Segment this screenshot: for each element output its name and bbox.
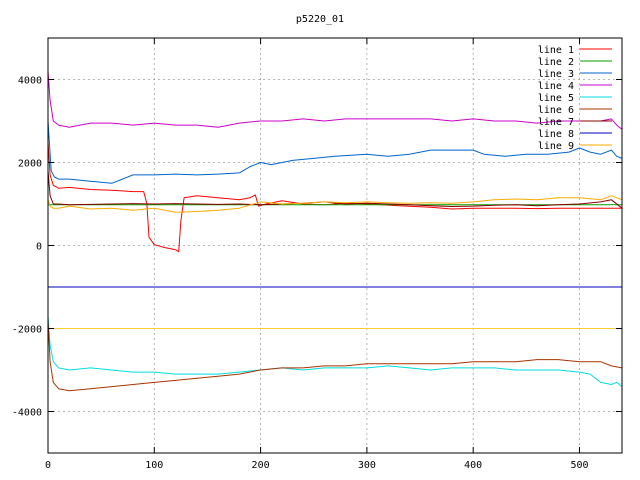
series-line-5 xyxy=(47,315,623,387)
series-line-3 xyxy=(47,120,623,184)
x-tick-label: 200 xyxy=(252,460,270,471)
series-line-1 xyxy=(47,141,622,253)
x-tick-label: 100 xyxy=(145,460,163,471)
series-lines xyxy=(47,71,623,392)
x-tick-label: 400 xyxy=(464,460,482,471)
x-tick-label: 500 xyxy=(570,460,588,471)
axes: 0 100 200 300 400 500 -4000 -2000 0 2000 4000 xyxy=(12,37,623,471)
legend-label: line 8 xyxy=(538,129,574,140)
y-tick-label: -2000 xyxy=(12,325,42,336)
legend-label: line 6 xyxy=(538,105,574,116)
grid-lines xyxy=(48,38,622,453)
x-tick-label: 300 xyxy=(358,460,376,471)
series-line-4 xyxy=(47,71,623,130)
y-tick-label: 0 xyxy=(36,242,42,253)
series-line-9 xyxy=(47,195,623,213)
y-tick-label: -4000 xyxy=(12,408,42,419)
legend-label: line 4 xyxy=(538,81,574,92)
legend-label: line 7 xyxy=(538,117,574,128)
x-tick-label: 0 xyxy=(45,460,51,471)
legend-label: line 3 xyxy=(538,69,574,80)
chart-title: p5220_01 xyxy=(296,14,344,25)
legend-label: line 9 xyxy=(538,141,574,152)
legend-label: line 1 xyxy=(538,45,574,56)
y-tick-label: 4000 xyxy=(18,76,42,87)
series-line-6 xyxy=(47,320,623,392)
legend-label: line 2 xyxy=(538,57,574,68)
y-tick-label: 2000 xyxy=(18,159,42,170)
legend-label: line 5 xyxy=(538,93,574,104)
